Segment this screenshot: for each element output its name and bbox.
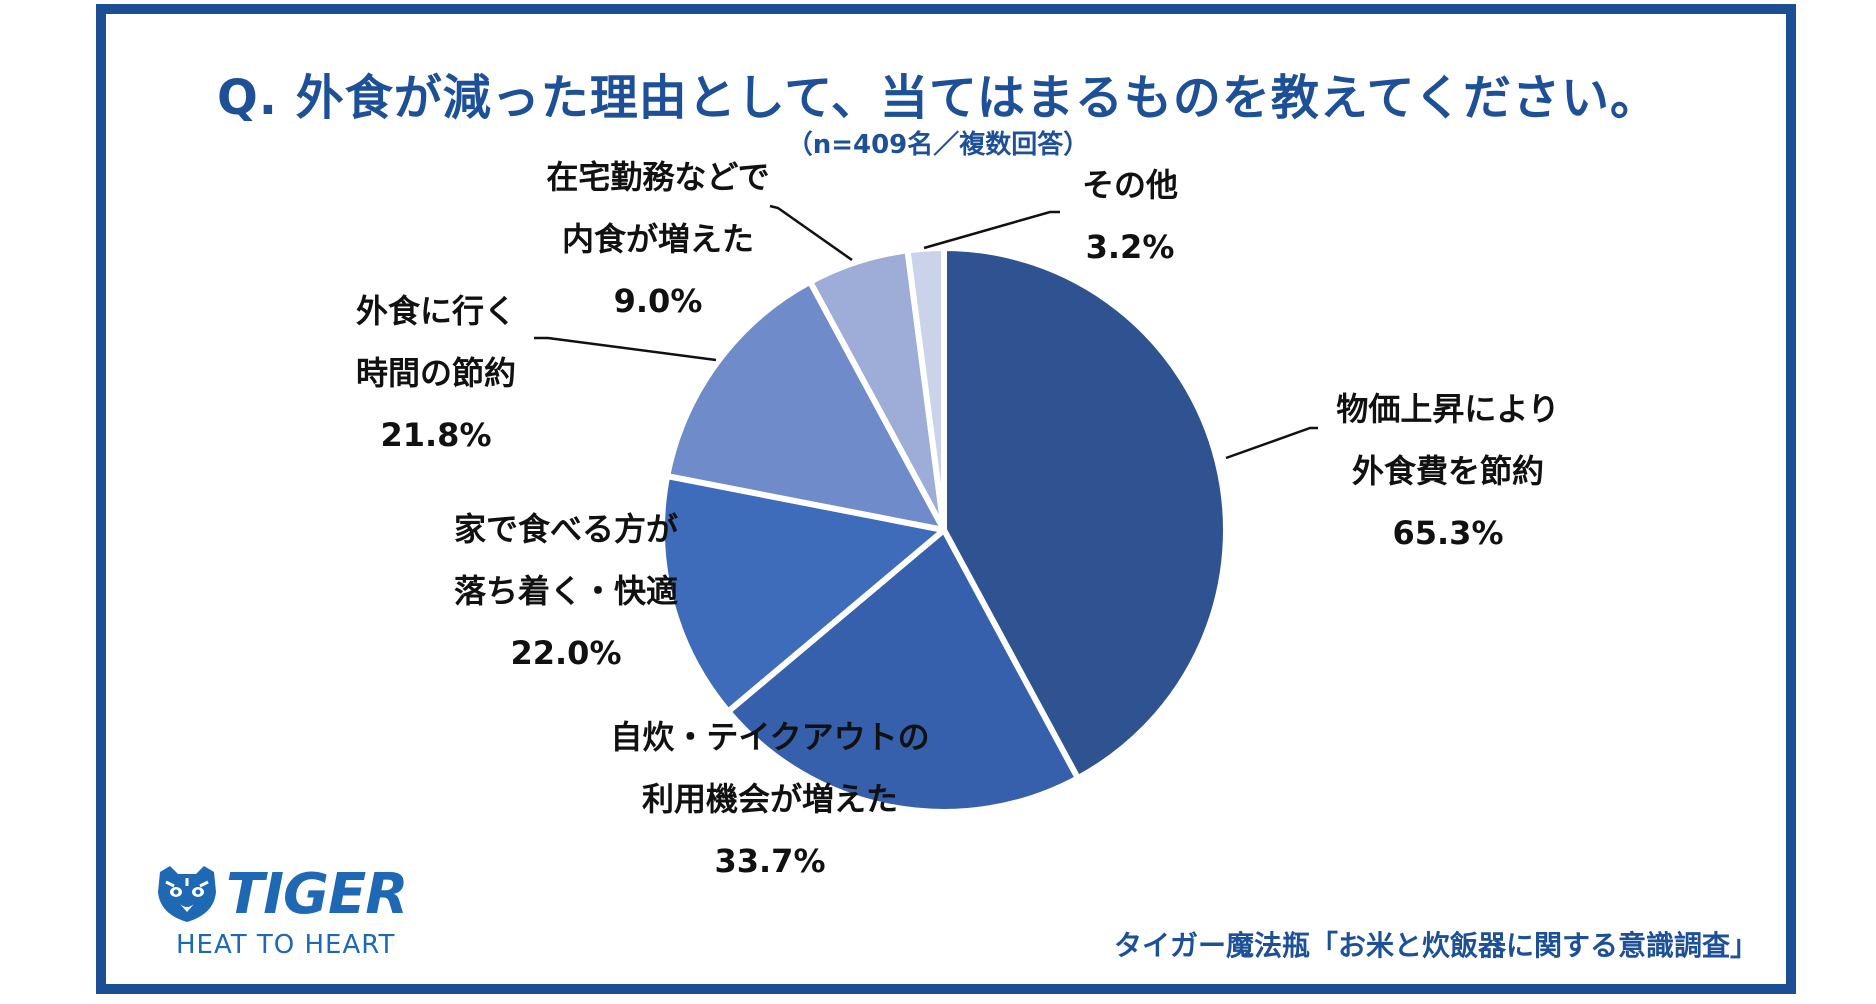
slice-category-label-1: 物価上昇により [1336, 390, 1559, 428]
slice-category-label-5: 内食が増えた [562, 220, 754, 258]
slice-category-label-5: 在宅勤務などで [546, 158, 769, 196]
pie-slice-1 [941, 245, 1230, 782]
chart-title: Q. 外食が減った理由として、当てはまるものを教えてください。 [216, 70, 1660, 126]
leader-line-1 [1225, 426, 1318, 460]
slice-category-label-2: 自炊・テイクアウトの [610, 718, 929, 756]
slice-category-label-3: 落ち着く・快適 [454, 572, 678, 610]
brand-name: TIGER [226, 862, 408, 927]
slice-value-label-4: 21.8% [380, 416, 491, 454]
slice-value-label-2: 33.7% [714, 842, 825, 880]
leader-line-4 [534, 336, 717, 362]
slice-category-label-2: 利用機会が増えた [642, 780, 898, 818]
pie-slice-2 [725, 527, 1081, 815]
slice-value-label-6: 3.2% [1086, 228, 1175, 266]
pie-slice-3 [659, 473, 947, 715]
brand-tagline: HEAT TO HEART [176, 930, 396, 960]
tiger-face-icon [152, 862, 222, 928]
pie-slices [659, 245, 1230, 815]
chart-subtitle: （n=409名／複数回答） [786, 130, 1090, 160]
slice-category-label-3: 家で食べる方が [454, 510, 678, 548]
source-credit: タイガー魔法瓶「お米と炊飯器に関する意識調査」 [1113, 929, 1758, 962]
slice-value-label-5: 9.0% [614, 282, 703, 320]
leader-lines [534, 204, 1318, 460]
slice-value-label-3: 22.0% [510, 634, 621, 672]
slice-category-label-4: 時間の節約 [356, 354, 516, 392]
slice-category-label-6: その他 [1082, 166, 1178, 204]
slice-value-label-1: 65.3% [1392, 514, 1503, 552]
leader-line-6 [923, 210, 1060, 250]
leader-line-5 [769, 204, 853, 262]
pie-slice-4 [664, 278, 947, 533]
slice-category-label-4: 外食に行く [356, 292, 516, 330]
slice-category-label-1: 外食費を節約 [1352, 452, 1544, 490]
